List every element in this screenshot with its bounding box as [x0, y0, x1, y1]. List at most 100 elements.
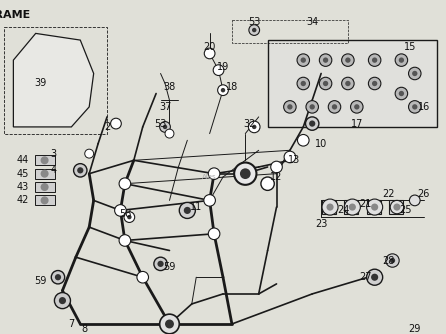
Circle shape [154, 257, 167, 271]
Circle shape [395, 54, 408, 66]
Text: 4: 4 [50, 165, 57, 175]
Circle shape [328, 101, 341, 113]
FancyBboxPatch shape [35, 155, 54, 165]
Text: 17: 17 [351, 119, 363, 129]
Text: 7: 7 [68, 319, 74, 329]
Circle shape [412, 71, 417, 76]
Circle shape [41, 156, 49, 164]
Circle shape [284, 101, 296, 113]
Text: 2: 2 [104, 122, 110, 132]
Circle shape [371, 274, 378, 281]
Circle shape [74, 164, 87, 177]
Circle shape [208, 228, 220, 239]
Text: 26: 26 [417, 189, 430, 199]
Circle shape [165, 320, 174, 328]
Text: 45: 45 [16, 169, 29, 179]
Circle shape [221, 88, 225, 93]
Circle shape [85, 149, 94, 158]
Text: 3: 3 [50, 149, 57, 159]
Circle shape [310, 104, 315, 110]
Circle shape [319, 77, 332, 90]
Circle shape [77, 167, 83, 173]
Circle shape [119, 178, 131, 189]
Circle shape [160, 314, 179, 334]
Circle shape [218, 85, 228, 96]
Circle shape [322, 199, 338, 215]
Text: 32: 32 [244, 119, 256, 129]
Text: 10: 10 [315, 139, 327, 149]
Text: 39: 39 [34, 78, 46, 89]
Circle shape [390, 258, 395, 263]
Text: 27: 27 [359, 272, 372, 282]
Text: 11: 11 [190, 202, 202, 212]
Circle shape [252, 28, 256, 32]
Text: 12: 12 [270, 172, 283, 182]
Circle shape [41, 170, 49, 178]
Circle shape [372, 81, 377, 86]
FancyBboxPatch shape [322, 200, 336, 214]
Circle shape [409, 101, 421, 113]
Circle shape [271, 161, 282, 173]
Text: 42: 42 [16, 195, 29, 205]
Circle shape [393, 203, 401, 211]
Circle shape [309, 121, 315, 127]
Circle shape [208, 168, 220, 179]
Circle shape [55, 274, 61, 280]
Circle shape [345, 57, 351, 63]
Circle shape [297, 54, 310, 66]
Circle shape [54, 293, 70, 309]
Circle shape [344, 199, 360, 215]
Circle shape [395, 87, 408, 100]
Circle shape [41, 196, 49, 204]
Circle shape [157, 261, 164, 267]
Circle shape [409, 195, 420, 206]
FancyBboxPatch shape [344, 200, 358, 214]
FancyBboxPatch shape [367, 200, 380, 214]
Circle shape [301, 81, 306, 86]
Text: 59: 59 [163, 262, 176, 272]
Text: 13: 13 [288, 155, 301, 165]
Circle shape [165, 129, 174, 138]
Circle shape [284, 151, 296, 163]
Circle shape [240, 168, 251, 179]
Circle shape [371, 203, 378, 211]
Circle shape [354, 104, 359, 110]
Circle shape [204, 195, 215, 206]
Circle shape [332, 104, 337, 110]
Text: FRAME: FRAME [0, 10, 30, 20]
Circle shape [367, 199, 383, 215]
Circle shape [306, 101, 318, 113]
Text: 44: 44 [16, 155, 29, 165]
Text: 16: 16 [417, 102, 430, 112]
Circle shape [301, 57, 306, 63]
FancyBboxPatch shape [35, 182, 54, 192]
Circle shape [297, 77, 310, 90]
Circle shape [249, 25, 260, 35]
Circle shape [326, 203, 334, 211]
Circle shape [323, 57, 328, 63]
Text: 8: 8 [82, 324, 88, 334]
Circle shape [124, 212, 135, 222]
Text: 22: 22 [382, 189, 394, 199]
Circle shape [297, 135, 309, 146]
Text: 53: 53 [248, 17, 260, 27]
Circle shape [345, 81, 351, 86]
Circle shape [204, 48, 215, 59]
Circle shape [372, 57, 377, 63]
Circle shape [306, 117, 319, 130]
Text: 28: 28 [382, 256, 394, 266]
Text: 58: 58 [119, 209, 131, 219]
Circle shape [137, 272, 149, 283]
Circle shape [111, 118, 121, 129]
Circle shape [119, 235, 131, 246]
Circle shape [319, 54, 332, 66]
Circle shape [390, 200, 404, 214]
FancyBboxPatch shape [268, 40, 437, 127]
Circle shape [386, 254, 399, 267]
Text: 19: 19 [217, 62, 229, 72]
Circle shape [342, 54, 354, 66]
Text: 37: 37 [159, 102, 171, 112]
Circle shape [59, 297, 66, 304]
Text: 59: 59 [34, 276, 46, 286]
Text: 24: 24 [337, 205, 350, 215]
